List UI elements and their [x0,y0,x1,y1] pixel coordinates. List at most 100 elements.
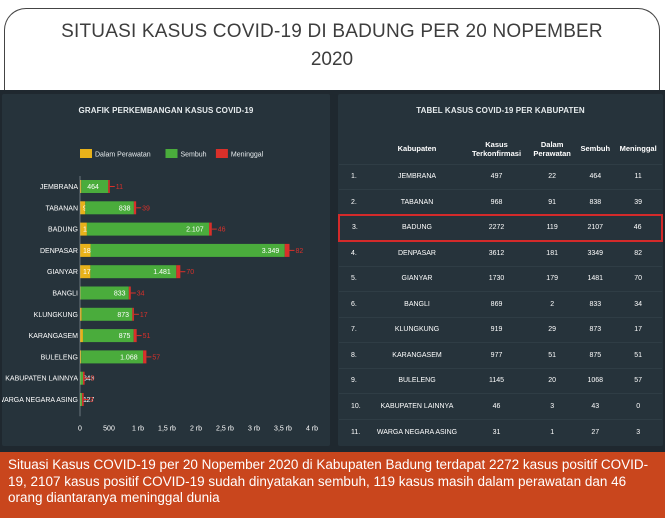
row-died: 82 [614,240,662,266]
row-treated: 119 [528,214,577,242]
bar-label-sembuh: 838 [119,205,131,212]
row-kabupaten: BADUNG [369,214,465,242]
bar-1 [81,350,144,364]
bar-label-meninggal: 3 [90,397,94,404]
bar-label-meninggal: 39 [142,205,150,212]
bar-label-meninggal: 34 [137,291,145,298]
row-recovered: 838 [576,189,615,215]
x-tick-label: 0 [78,425,82,432]
legend-label-1: Sembuh [181,152,207,159]
row-died: 3 [614,418,662,445]
bar-1 [80,371,83,385]
row-confirmed: 919 [465,316,529,343]
title-card: SITUASI KASUS COVID-19 DI BADUNG PER 20 … [4,8,660,90]
bar-label-meninggal: 11 [116,184,123,191]
bar-1 [85,201,134,215]
caption-banner: Situasi Kasus COVID-19 per 20 Nopember 2… [0,452,665,518]
bar-2 [132,307,134,321]
bar-label-meninggal: 0 [91,376,95,383]
category-label: KARANGASEM [29,333,79,340]
row-recovered: 873 [576,316,615,343]
row-no: 10. [339,393,369,419]
bar-0 [80,307,82,321]
row-recovered: 43 [576,393,615,419]
category-label: JEMBRANA [40,184,78,191]
category-label: BADUNG [48,227,78,234]
table-row: 5. GIANYAR 1730 179 1481 70 [339,265,662,292]
category-label: BULELENG [41,354,78,361]
category-label: BANGLI [52,291,78,298]
table-header-row: Kabupaten Kasus Terkonfirmasi Dalam Pera… [339,134,662,164]
row-no: 7. [339,316,369,343]
cases-table: Kabupaten Kasus Terkonfirmasi Dalam Pera… [338,134,663,445]
bar-label-meninggal: 17 [140,312,148,319]
page-title-line-1: SITUASI KASUS COVID-19 DI BADUNG PER 20 … [61,21,603,42]
col-recovered-header: Sembuh [580,144,611,154]
row-confirmed: 2272 [465,214,529,242]
bar-2 [108,180,110,193]
x-tick-label: 1,5 rb [158,425,176,432]
x-tick-label: 1 rb [132,425,144,432]
category-label: KLUNGKUNG [34,312,78,319]
table-row: 8. KARANGASEM 977 51 875 51 [339,342,662,368]
bar-label-sembuh: 1.068 [120,354,138,361]
bar-1 [81,180,109,193]
row-recovered: 1068 [576,367,615,394]
legend-swatch-2 [215,149,228,158]
row-treated: 91 [528,189,577,215]
x-tick-label: 4 rb [306,425,318,432]
bar-0 [80,265,91,279]
legend-swatch-1 [165,149,178,158]
row-kabupaten: JEMBRANA [369,163,465,190]
bar-label-meninggal: 46 [218,227,226,234]
bar-2 [284,243,290,257]
row-kabupaten: TABANAN [369,189,465,215]
row-kabupaten: KABUPATEN LAINNYA [369,393,465,419]
bar-2 [143,350,147,364]
x-tick-label: 3 rb [248,425,260,432]
bar-1 [81,307,133,321]
dashboard: GRAFIK PERKEMBANGAN KASUS COVID-19 Dalam… [0,90,665,452]
bar-2 [82,393,84,406]
table-row: 10. KABUPATEN LAINNYA 46 3 43 0 [339,393,662,419]
row-confirmed: 31 [465,418,529,445]
bar-0 [80,243,91,257]
row-confirmed: 46 [465,393,529,419]
col-confirmed-header-l1: Kasus [485,139,508,149]
row-no: 2. [339,189,369,215]
row-recovered: 464 [576,163,615,190]
row-kabupaten: BULELENG [369,367,465,394]
row-recovered: 2107 [576,214,615,242]
row-confirmed: 977 [465,342,529,368]
row-kabupaten: BANGLI [369,291,465,317]
bar-label-meninggal: 57 [152,354,160,361]
bar-2 [209,222,212,236]
row-confirmed: 1730 [465,265,529,292]
col-treated-header-l1: Dalam [540,139,564,149]
legend-label-0: Dalam Perawatan [95,152,151,159]
bar-label-meninggal: 70 [186,269,194,276]
table-row: 7. KLUNGKUNG 919 29 873 17 [339,316,662,343]
bar-2 [133,201,137,215]
row-no: 6. [339,291,369,317]
row-died: 0 [614,393,662,419]
chart-title: GRAFIK PERKEMBANGAN KASUS COVID-19 [78,106,254,115]
page-title-line-2: 2020 [310,49,354,70]
row-treated: 51 [528,342,577,368]
row-treated: 22 [528,163,577,190]
bar-0 [80,329,83,343]
row-recovered: 833 [576,291,615,317]
row-treated: 3 [528,393,577,419]
bar-2 [128,286,131,300]
table-row: 6. BANGLI 869 2 833 34 [339,291,662,317]
row-died: 46 [614,214,663,242]
row-no: 3. [338,214,369,242]
row-recovered: 1481 [576,265,615,292]
bar-0 [80,350,82,364]
row-recovered: 3349 [576,240,615,266]
col-confirmed-header: Kasus Terkonfirmasi [465,134,528,164]
row-no: 9. [339,367,369,394]
bar-1 [90,265,177,279]
row-kabupaten: WARGA NEGARA ASING [369,418,465,445]
bar-label-sembuh: 875 [119,333,131,340]
